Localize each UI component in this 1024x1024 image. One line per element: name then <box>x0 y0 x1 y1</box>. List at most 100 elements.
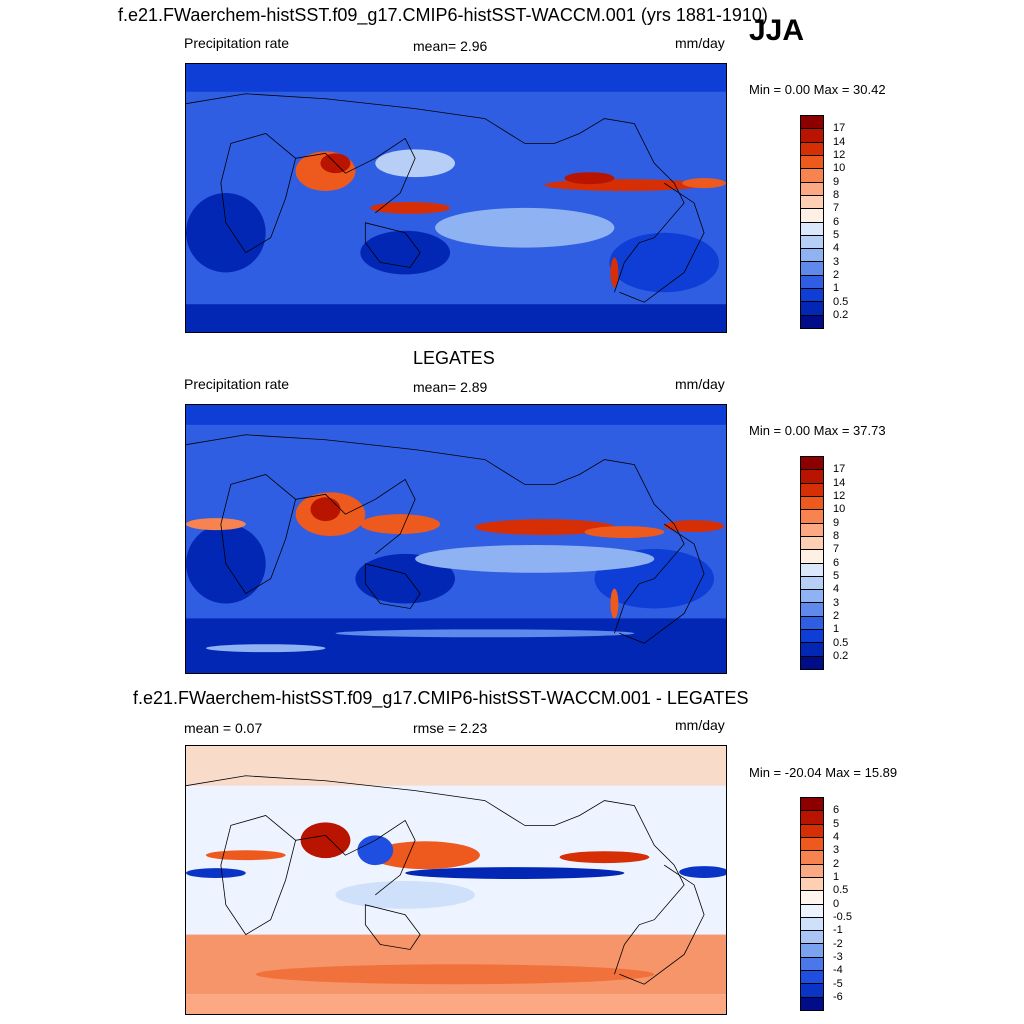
map-rain-maximum <box>610 588 619 619</box>
panel-model-colorbar <box>800 115 824 329</box>
colorbar-tick: 17 <box>833 463 846 475</box>
colorbar-swatch <box>801 550 823 564</box>
panel-model-mean: mean= 2.96 <box>413 38 488 54</box>
colorbar-tick: 12 <box>833 490 846 502</box>
colorbar-tick: 0.5 <box>833 637 849 649</box>
colorbar-tick: 6 <box>833 557 840 569</box>
colorbar-swatch <box>801 656 823 669</box>
colorbar-tick: 4 <box>833 831 840 843</box>
map-coastlines <box>186 775 705 985</box>
map-dry-region <box>186 193 266 273</box>
colorbar-tick: 1 <box>833 871 840 883</box>
map-coastlines <box>186 93 705 303</box>
map-moist-band <box>205 644 326 653</box>
colorbar-tick: 0.5 <box>833 884 849 896</box>
panel-diff-colorbar <box>800 797 824 1011</box>
colorbar-tick: -0.5 <box>833 911 852 923</box>
colorbar-tick: 2 <box>833 610 840 622</box>
map-southern-band <box>186 934 726 995</box>
colorbar-tick: 2 <box>833 269 840 281</box>
colorbar-swatch <box>801 616 823 631</box>
map-coastlines <box>186 434 705 644</box>
panel-obs-mean: mean= 2.89 <box>413 379 488 395</box>
panel-model-title: f.e21.FWaerchem-histSST.f09_g17.CMIP6-hi… <box>118 5 768 25</box>
colorbar-tick: 0.5 <box>833 296 849 308</box>
panel-diff-title: f.e21.FWaerchem-histSST.f09_g17.CMIP6-hi… <box>133 688 749 708</box>
colorbar-tick: -3 <box>833 951 843 963</box>
colorbar-tick: -4 <box>833 964 843 976</box>
colorbar-tick: 9 <box>833 176 840 188</box>
colorbar-swatch <box>801 984 823 998</box>
colorbar-swatch <box>801 510 823 524</box>
map-negative-anomaly <box>679 866 726 879</box>
colorbar-swatch <box>801 142 823 156</box>
map-itcz <box>584 526 665 539</box>
colorbar-swatch <box>801 222 823 236</box>
colorbar-swatch <box>801 824 823 838</box>
panel-model-map-svg <box>186 64 726 332</box>
map-moist-band <box>415 544 655 573</box>
map-arctic-band <box>186 64 726 92</box>
map-moist-band <box>435 207 615 248</box>
colorbar-tick: 5 <box>833 818 840 830</box>
map-dry-region <box>355 553 456 604</box>
map-arctic-band <box>186 746 726 786</box>
colorbar-tick: 5 <box>833 570 840 582</box>
map-positive-anomaly <box>205 850 286 861</box>
colorbar-tick: 4 <box>833 242 840 254</box>
colorbar-tick: 0.2 <box>833 309 849 321</box>
colorbar-tick: 10 <box>833 162 846 174</box>
panel-obs-map <box>185 404 727 674</box>
colorbar-swatch <box>801 169 823 183</box>
colorbar-swatch <box>801 116 823 130</box>
colorbar-swatch <box>801 851 823 865</box>
colorbar-tick: 12 <box>833 149 846 161</box>
map-rain-maximum <box>186 518 246 531</box>
colorbar-tick: 4 <box>833 583 840 595</box>
colorbar-tick: 10 <box>833 503 846 515</box>
colorbar-tick: 8 <box>833 189 840 201</box>
colorbar-swatch <box>801 864 823 878</box>
colorbar-tick: -6 <box>833 991 843 1003</box>
colorbar-tick: 0.2 <box>833 650 849 662</box>
panel-obs-units: mm/day <box>675 376 725 392</box>
colorbar-tick: 3 <box>833 256 840 268</box>
panel-diff-map <box>185 745 727 1015</box>
panel-diff-rmse: rmse = 2.23 <box>413 720 488 736</box>
colorbar-swatch <box>801 603 823 617</box>
colorbar-swatch <box>801 904 823 918</box>
map-negative-anomaly <box>186 868 246 879</box>
colorbar-swatch <box>801 630 823 644</box>
map-rain-maximum <box>370 201 451 214</box>
colorbar-tick: 7 <box>833 543 840 555</box>
colorbar-tick: 8 <box>833 530 840 542</box>
colorbar-tick: -5 <box>833 978 843 990</box>
map-dry-region <box>609 232 720 293</box>
colorbar-swatch <box>801 496 823 511</box>
colorbar-swatch <box>801 997 823 1010</box>
map-positive-anomaly <box>300 822 351 859</box>
colorbar-tick: 17 <box>833 122 846 134</box>
colorbar-swatch <box>801 289 823 303</box>
colorbar-tick: 1 <box>833 282 840 294</box>
colorbar-swatch <box>801 837 823 852</box>
colorbar-tick: 5 <box>833 229 840 241</box>
panel-obs-title: LEGATES <box>413 348 495 368</box>
panel-model-map <box>185 63 727 333</box>
colorbar-swatch <box>801 590 823 604</box>
panel-obs-variable: Precipitation rate <box>184 376 290 392</box>
colorbar-swatch <box>801 643 823 657</box>
map-rain-maximum <box>310 497 341 522</box>
colorbar-swatch <box>801 262 823 276</box>
colorbar-swatch <box>801 536 823 551</box>
colorbar-tick: 3 <box>833 844 840 856</box>
map-moist-band <box>335 629 635 638</box>
colorbar-tick: 6 <box>833 216 840 228</box>
colorbar-swatch <box>801 470 823 484</box>
panel-diff-units: mm/day <box>675 717 725 733</box>
panel-obs-minmax: Min = 0.00 Max = 37.73 <box>749 423 886 438</box>
map-rain-maximum <box>610 257 619 288</box>
map-dry-region <box>360 230 451 275</box>
colorbar-tick: 14 <box>833 136 846 148</box>
panel-diff-mean: mean = 0.07 <box>184 720 263 736</box>
